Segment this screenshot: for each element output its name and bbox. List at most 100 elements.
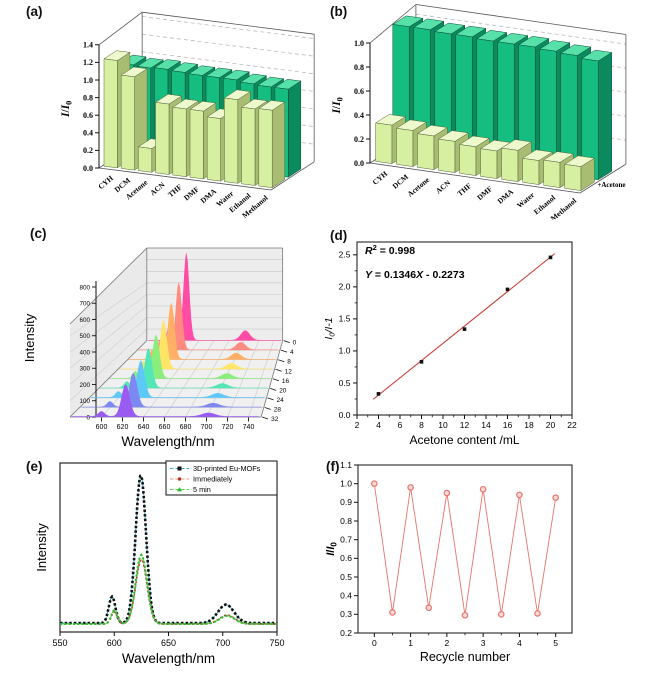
panel-e-emission-spectra: 550 600 650 700 750 Wavelength/nm Intensity 3D-… [34, 460, 285, 666]
tspan-primitive: / [325, 329, 335, 334]
series-depth-32 [72, 384, 259, 417]
tspan-primitive: - 0.2273 [423, 269, 465, 281]
text-primitive: Wavelength/nm [121, 434, 214, 449]
text-primitive: 18 [524, 420, 534, 430]
text-primitive: I/I0 [60, 101, 74, 118]
tspan-primitive: 0 [336, 97, 345, 101]
path-primitive [597, 52, 612, 181]
text-primitive: 0.9 [340, 497, 352, 507]
path-primitive [60, 558, 277, 625]
text-primitive: 3D-printed Eu-MOFs [193, 464, 261, 473]
text-primitive: 400 [79, 349, 90, 356]
data-point [534, 610, 541, 617]
panel-e-label: (e) [26, 459, 43, 474]
line-primitive [69, 317, 147, 385]
tspan-primitive: R [365, 245, 373, 257]
text-primitive: 32 [271, 416, 279, 423]
text-primitive: CYH [96, 173, 115, 191]
line-primitive [264, 407, 271, 410]
text-primitive: 0.0 [354, 159, 364, 168]
tspan-primitive: I [325, 546, 337, 550]
tspan-primitive: 0 [65, 101, 74, 105]
x-axis: 0 1 2 3 4 5 Recycle number [372, 633, 558, 664]
line-primitive [415, 13, 626, 45]
line-primitive [260, 340, 284, 418]
y-axis: 0.00.51.01.52.02.5I0/I-1 [325, 250, 357, 420]
line-primitive [261, 416, 269, 420]
text-primitive: 0.5 [340, 572, 352, 582]
text-primitive: 740 [243, 424, 255, 431]
data-point [548, 255, 553, 260]
data-point [371, 480, 378, 487]
tspan-primitive: / [60, 109, 72, 114]
line-primitive [270, 161, 315, 191]
triangle-marker-icon [176, 487, 183, 492]
text-primitive: 600 [107, 638, 122, 648]
text-primitive: 720 [222, 424, 234, 431]
rect-primitive [357, 464, 573, 634]
text-primitive: 0.2 [340, 628, 352, 638]
tspan-primitive: I [331, 101, 343, 107]
tspan-primitive: I [325, 552, 337, 556]
tspan-primitive: 2 [373, 243, 377, 252]
path-primitive [417, 133, 435, 170]
text-primitive: 200 [79, 382, 90, 389]
text-primitive: 1.5 [339, 314, 351, 324]
path-primitive [480, 148, 498, 179]
legend-item: 3D-printed Eu-MOFs [170, 464, 261, 473]
path-primitive [501, 147, 519, 182]
text-primitive: 0.6 [354, 87, 364, 96]
path-primitive [373, 483, 557, 616]
text-primitive: 600 [79, 317, 90, 324]
text-primitive: 800 [79, 284, 90, 291]
path-primitive [60, 474, 277, 625]
path-primitive [375, 122, 393, 164]
path-primitive [60, 553, 277, 626]
data-points [376, 255, 553, 396]
line-primitive [369, 162, 581, 194]
path-primitive [206, 116, 221, 182]
panel-a-label: (a) [26, 4, 43, 19]
text-primitive: 0 [86, 414, 90, 421]
curve-5 min [60, 553, 277, 626]
path-primitive [120, 74, 135, 171]
y-axis-title: Intensity [34, 523, 49, 572]
plot-frame [357, 464, 573, 634]
text-primitive: 1.2 [83, 58, 93, 67]
depth-axis-label: +Acetone [597, 181, 625, 189]
text-primitive: 640 [138, 424, 150, 431]
text-primitive: 4 [376, 420, 381, 430]
text-primitive: 0.5 [339, 378, 351, 388]
text-primitive: +Acetone [597, 181, 625, 189]
text-primitive: 4 [290, 349, 294, 356]
zigzag-line [373, 483, 557, 616]
text-primitive: 8 [287, 359, 291, 366]
text-primitive: DCM [391, 172, 411, 190]
tspan-primitive: Y [365, 269, 373, 281]
line-primitive [69, 340, 148, 418]
text-primitive: 620 [117, 424, 129, 431]
curve-Immediately [60, 558, 277, 625]
text-primitive: 1.0 [83, 76, 93, 85]
path-primitive [155, 102, 170, 175]
text-primitive: 660 [159, 424, 171, 431]
tspan-primitive: 0 [330, 542, 339, 547]
text-primitive: 0.8 [354, 63, 364, 72]
data-point [425, 604, 433, 612]
text-primitive: 2.5 [339, 250, 351, 260]
line-primitive [142, 11, 315, 35]
text-primitive: DMF [475, 184, 494, 202]
text-primitive: 550 [52, 638, 67, 648]
x-axis: 550 600 650 700 750 Wavelength/nm [52, 632, 285, 666]
text-primitive: 3 [481, 638, 486, 648]
text-primitive: CYH [371, 169, 390, 187]
path-primitive [288, 80, 302, 178]
text-primitive: 0.2 [354, 135, 364, 144]
text-primitive: 300 [79, 366, 90, 373]
path-primitive [103, 58, 118, 169]
text-primitive: 500 [79, 333, 90, 340]
text-primitive: 0.2 [83, 146, 93, 155]
line-primitive [98, 11, 143, 46]
